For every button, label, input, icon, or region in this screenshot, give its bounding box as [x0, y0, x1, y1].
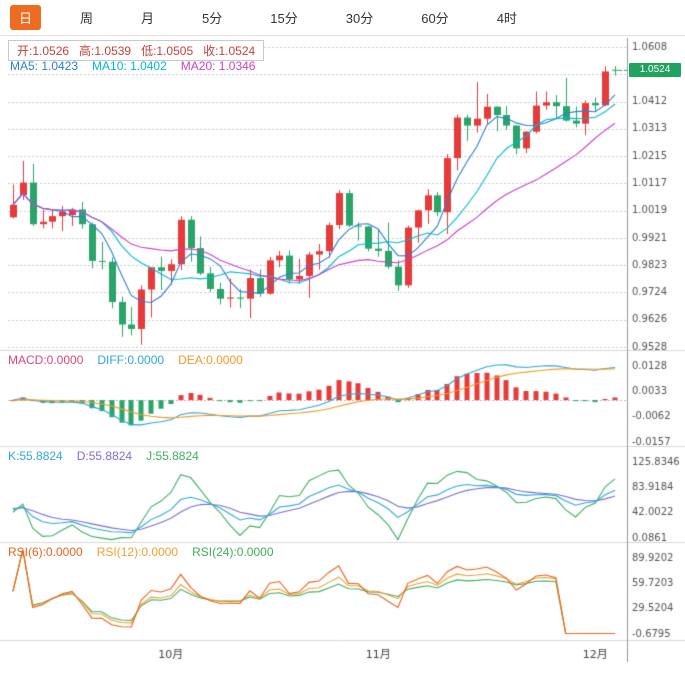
ohlc-info-box: 开:1.0526 高:1.0539 低:1.0505 收:1.0524: [8, 40, 265, 61]
last-price-tag: 1.0524: [629, 63, 681, 77]
diff-value: DIFF:0.0000: [97, 353, 165, 367]
tab-5min[interactable]: 5分: [202, 11, 223, 26]
dea-value: DEA:0.0000: [178, 353, 243, 367]
ohlc-open: 开:1.0526: [17, 44, 70, 58]
j-value: J:55.8824: [146, 449, 199, 463]
rsi12-value: RSI(12):0.0000: [96, 545, 179, 559]
ma10-value: MA10: 1.0402: [92, 59, 167, 73]
ma5-value: MA5: 1.0423: [10, 59, 79, 73]
tab-4hour[interactable]: 4时: [496, 11, 517, 26]
ohlc-low: 低:1.0505: [141, 44, 194, 58]
timeframe-tabbar: 日 周 月 5分 15分 30分 60分 4时: [0, 0, 685, 36]
d-value: D:55.8824: [76, 449, 133, 463]
tab-15min[interactable]: 15分: [270, 11, 298, 26]
ohlc-high: 高:1.0539: [79, 44, 132, 58]
ohlc-close: 收:1.0524: [203, 44, 256, 58]
kdj-legend: K:55.8824 D:55.8824 J:55.8824: [8, 449, 199, 463]
tab-weekly[interactable]: 周: [80, 11, 94, 26]
k-value: K:55.8824: [8, 449, 63, 463]
ma20-value: MA20: 1.0346: [180, 59, 256, 73]
tab-60min[interactable]: 60分: [421, 11, 449, 26]
rsi6-value: RSI(6):0.0000: [8, 545, 83, 559]
tab-monthly[interactable]: 月: [141, 11, 155, 26]
macd-legend: MACD:0.0000 DIFF:0.0000 DEA:0.0000: [8, 353, 243, 367]
tab-daily[interactable]: 日: [10, 5, 42, 30]
ma-legend: MA5: 1.0423 MA10: 1.0402 MA20: 1.0346: [10, 59, 255, 73]
rsi-legend: RSI(6):0.0000 RSI(12):0.0000 RSI(24):0.0…: [8, 545, 274, 559]
tab-30min[interactable]: 30分: [345, 11, 374, 26]
rsi24-value: RSI(24):0.0000: [192, 545, 274, 559]
macd-value: MACD:0.0000: [8, 353, 84, 367]
